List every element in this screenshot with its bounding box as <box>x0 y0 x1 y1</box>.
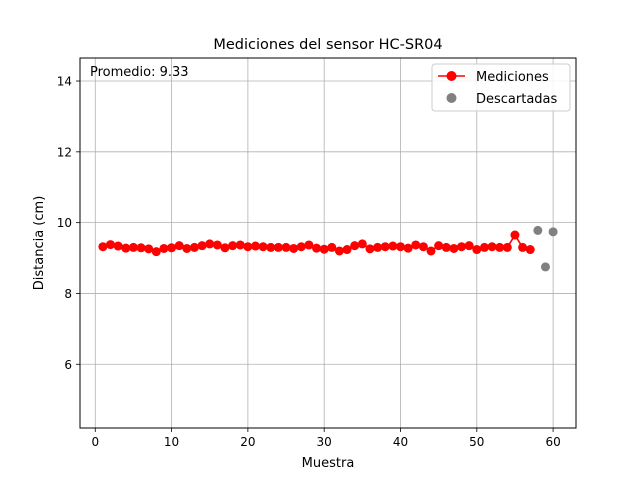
legend-mediciones-label: Mediciones <box>476 70 549 85</box>
data-point <box>334 246 344 256</box>
data-point <box>304 240 314 250</box>
data-point <box>266 242 276 252</box>
x-tick-label: 40 <box>393 435 408 449</box>
data-point <box>441 242 451 252</box>
data-point <box>479 242 489 252</box>
legend: Mediciones Descartadas <box>431 63 571 112</box>
y-tick-label: 12 <box>57 145 72 159</box>
average-annotation: Promedio: 9.33 <box>90 65 189 80</box>
data-point <box>510 230 520 240</box>
data-point <box>327 242 337 252</box>
data-point <box>495 242 505 252</box>
x-tick-label: 30 <box>317 435 332 449</box>
data-point <box>296 242 306 252</box>
data-point <box>434 241 444 251</box>
y-tick-label: 10 <box>57 216 72 230</box>
data-point <box>403 243 413 253</box>
data-point <box>502 242 512 252</box>
x-tick-label: 0 <box>91 435 99 449</box>
y-axis-label: Distancia (cm) <box>32 196 47 291</box>
data-point <box>548 227 558 237</box>
legend-descartadas-label: Descartadas <box>476 92 558 107</box>
data-point <box>373 242 383 252</box>
data-point <box>228 241 238 251</box>
legend-descartadas-marker <box>446 93 457 103</box>
data-point <box>212 240 222 250</box>
data-point <box>449 243 459 253</box>
series-layer <box>98 225 558 272</box>
data-point <box>189 242 199 252</box>
data-point <box>357 239 367 249</box>
data-point <box>98 242 108 252</box>
y-tick-label: 14 <box>57 75 72 89</box>
data-point <box>113 241 123 251</box>
x-tick-label: 50 <box>469 435 484 449</box>
plot-frame <box>79 57 577 429</box>
data-point <box>418 242 428 252</box>
data-point <box>121 243 131 253</box>
data-point <box>457 242 467 252</box>
y-tick-label: 8 <box>64 287 72 301</box>
data-point <box>220 243 230 253</box>
data-point <box>258 242 268 252</box>
data-point <box>533 225 543 235</box>
data-point <box>365 244 375 254</box>
data-point <box>205 239 215 249</box>
data-point <box>159 243 169 253</box>
data-point <box>281 242 291 252</box>
x-tick-label: 60 <box>545 435 560 449</box>
y-tick-label: 6 <box>64 358 72 372</box>
x-axis-label: Muestra <box>302 456 355 471</box>
data-point <box>128 242 138 252</box>
data-point <box>350 241 360 251</box>
data-point <box>411 240 421 250</box>
data-point <box>319 244 329 254</box>
data-point <box>342 245 352 255</box>
data-point <box>518 242 528 252</box>
y-ticks: 6 8 10 12 14 <box>57 75 80 372</box>
x-tick-label: 20 <box>240 435 255 449</box>
data-point <box>380 242 390 252</box>
x-ticks: 0 10 20 30 40 50 60 <box>91 428 561 449</box>
data-point <box>464 241 474 251</box>
data-point <box>289 243 299 253</box>
data-point <box>251 241 261 251</box>
data-point <box>312 243 322 253</box>
data-point <box>540 262 550 272</box>
data-point <box>167 243 177 253</box>
data-point <box>235 240 245 250</box>
data-point <box>388 241 398 251</box>
data-point <box>151 247 161 257</box>
data-point <box>174 241 184 251</box>
legend-box <box>431 63 571 112</box>
data-point <box>472 245 482 255</box>
data-point <box>487 242 497 252</box>
data-point <box>395 242 405 252</box>
data-point <box>273 242 283 252</box>
x-tick-label: 10 <box>164 435 179 449</box>
data-point <box>197 241 207 251</box>
data-point <box>525 245 535 255</box>
data-point <box>136 243 146 253</box>
legend-mediciones-marker <box>446 71 457 81</box>
chart-title: Mediciones del sensor HC-SR04 <box>213 37 442 53</box>
data-point <box>106 240 116 250</box>
data-point <box>144 244 154 254</box>
data-point <box>426 246 436 256</box>
data-point <box>243 242 253 252</box>
data-point <box>182 243 192 253</box>
